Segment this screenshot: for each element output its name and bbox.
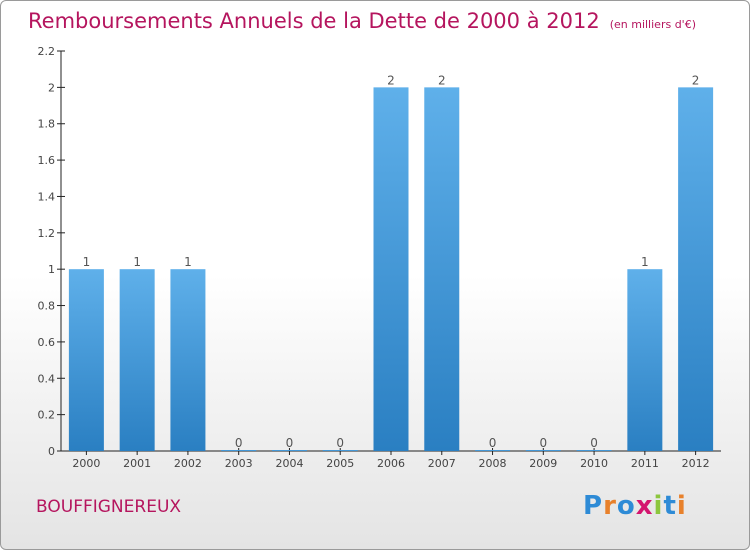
logo-letter: i [676, 491, 687, 521]
logo-letter: x [635, 491, 654, 521]
y-tick-label: 1.2 [38, 227, 56, 240]
logo-letter: P [583, 491, 604, 521]
bar-value-label: 2 [438, 73, 446, 87]
bar [68, 269, 104, 451]
x-tick-label: 2007 [428, 457, 456, 470]
x-tick-label: 2008 [479, 457, 507, 470]
commune-name: BOUFFIGNEREUX [36, 497, 182, 517]
x-tick-label: 2004 [275, 457, 303, 470]
bar-value-label: 0 [235, 436, 243, 450]
bar-value-label: 0 [489, 436, 497, 450]
bar-value-label: 1 [133, 255, 141, 269]
chart-subtitle: (en milliers d'€) [609, 18, 696, 31]
x-tick-label: 2012 [682, 457, 710, 470]
bar [119, 269, 155, 451]
y-tick-label: 1 [48, 263, 55, 276]
bar [576, 450, 612, 451]
x-tick-label: 2001 [123, 457, 151, 470]
x-tick-label: 2009 [529, 457, 557, 470]
y-tick-label: 1.4 [38, 190, 56, 203]
y-tick-label: 2 [48, 81, 55, 94]
bars-group: 1 1 1 0 0 0 2 2 0 0 0 1 2 [68, 73, 714, 451]
proxiti-logo: Proxiti [583, 491, 687, 521]
y-tick-label: 2.2 [38, 45, 56, 58]
bar-value-label: 2 [692, 73, 700, 87]
bar [373, 87, 409, 451]
x-tick-label: 2000 [72, 457, 100, 470]
bar [170, 269, 206, 451]
bar [424, 87, 460, 451]
x-tick-label: 2010 [580, 457, 608, 470]
logo-letter: i [653, 491, 664, 521]
y-tick-label: 0.2 [38, 409, 56, 422]
y-tick-label: 0.8 [38, 300, 56, 313]
y-tick-label: 0 [48, 445, 55, 458]
logo-letter: t [663, 491, 677, 521]
bar-value-label: 0 [590, 436, 598, 450]
chart-title: Remboursements Annuels de la Dette de 20… [28, 9, 696, 33]
y-tick-label: 0.6 [38, 336, 56, 349]
bar-value-label: 0 [539, 436, 547, 450]
logo-letter: r [603, 491, 617, 521]
x-tick-label: 2006 [377, 457, 405, 470]
bar-value-label: 0 [286, 436, 294, 450]
logo-letter: o [616, 491, 636, 521]
bar [475, 450, 511, 451]
bar-value-label: 1 [83, 255, 91, 269]
bar [322, 450, 358, 451]
bar [271, 450, 307, 451]
bar [525, 450, 561, 451]
bar-value-label: 1 [184, 255, 192, 269]
x-tick-label: 2002 [174, 457, 202, 470]
y-tick-label: 0.4 [38, 372, 56, 385]
bar [221, 450, 257, 451]
x-tick-label: 2003 [225, 457, 253, 470]
bar-value-label: 2 [387, 73, 395, 87]
chart-title-main: Remboursements Annuels de la Dette de 20… [28, 9, 600, 33]
bar [678, 87, 714, 451]
x-tick-label: 2011 [631, 457, 659, 470]
bar-value-label: 1 [641, 255, 649, 269]
bar-value-label: 0 [336, 436, 344, 450]
y-tick-label: 1.8 [38, 118, 56, 131]
x-tick-label: 2005 [326, 457, 354, 470]
bar [627, 269, 663, 451]
y-tick-label: 1.6 [38, 154, 56, 167]
